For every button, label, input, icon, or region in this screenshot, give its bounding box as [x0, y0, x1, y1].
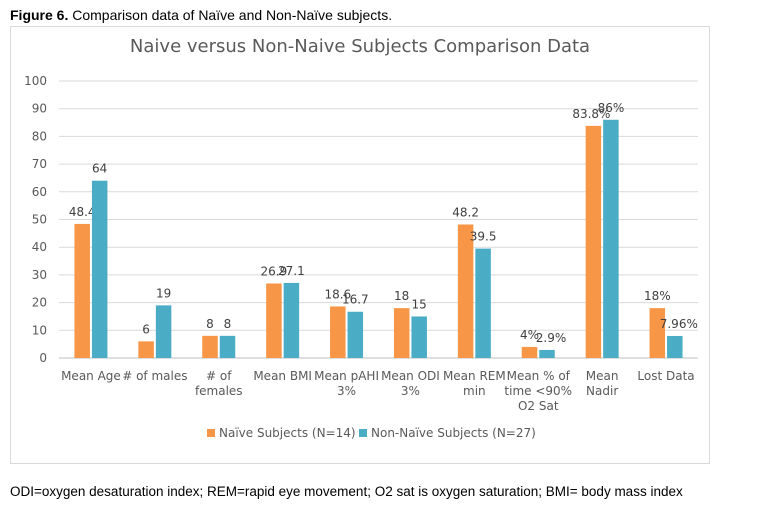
- bar-naive: [649, 308, 666, 358]
- bar-non-naive: [219, 335, 236, 358]
- legend-label: Naïve Subjects (N=14): [219, 426, 356, 440]
- y-tick-label: 90: [32, 102, 47, 116]
- y-tick-label: 80: [32, 129, 47, 143]
- bar-non-naive: [603, 119, 619, 358]
- data-label: 27.1: [278, 264, 305, 278]
- data-label: 18%: [644, 289, 671, 303]
- bar-non-naive: [411, 316, 427, 358]
- data-label: 16.7: [342, 293, 369, 307]
- bar-naive: [138, 341, 154, 358]
- y-tick-label: 40: [32, 240, 47, 254]
- y-tick-label: 60: [32, 185, 47, 199]
- data-label: 18: [394, 289, 409, 303]
- data-label: 18.6: [324, 287, 351, 301]
- bar-non-naive: [667, 335, 683, 358]
- y-tick-label: 10: [32, 323, 47, 337]
- figure-caption: Comparison data of Naïve and Non-Naïve s…: [68, 7, 393, 23]
- category-label: Mean % of: [507, 369, 571, 383]
- data-label: 7.96%: [660, 317, 698, 331]
- figure-footnote: ODI=oxygen desaturation index; REM=rapid…: [10, 484, 683, 499]
- category-label: females: [195, 384, 243, 398]
- category-label: min: [463, 384, 486, 398]
- data-label: 26.9: [261, 264, 288, 278]
- data-label: 6: [142, 322, 150, 336]
- bar-non-naive: [347, 311, 364, 358]
- figure-label: Figure 6.: [10, 7, 69, 23]
- bar-naive: [585, 125, 602, 359]
- category-label: # of males: [122, 369, 187, 383]
- y-tick-label: 100: [24, 74, 47, 88]
- y-tick-label: 0: [39, 351, 47, 365]
- bar-non-naive: [475, 248, 491, 358]
- data-label: 8: [224, 317, 232, 331]
- y-tick-label: 20: [32, 296, 47, 310]
- bar-non-naive: [283, 282, 300, 358]
- category-label: Mean Age: [61, 369, 121, 383]
- data-label: 48.4: [69, 205, 96, 219]
- bar-naive: [393, 308, 410, 358]
- chart-frame: Naive versus Non-Naive Subjects Comparis…: [10, 26, 710, 464]
- y-tick-label: 30: [32, 268, 47, 282]
- category-label: Mean ODI: [381, 369, 440, 383]
- category-label: Mean BMI: [253, 369, 312, 383]
- chart-title: Naive versus Non-Naive Subjects Comparis…: [130, 36, 590, 57]
- y-tick-label: 50: [32, 213, 47, 227]
- bar-naive: [457, 224, 474, 358]
- data-label: 19: [156, 286, 171, 300]
- data-label: 39.5: [470, 230, 497, 244]
- bar-non-naive: [155, 305, 172, 358]
- data-label: 15: [412, 297, 427, 311]
- bar-non-naive: [539, 349, 555, 358]
- legend-label: Non-Naïve Subjects (N=27): [371, 426, 536, 440]
- data-label: 4%: [520, 328, 539, 342]
- category-label: Mean: [586, 369, 619, 383]
- category-label: O2 Sat: [518, 399, 559, 413]
- category-label: Lost Data: [637, 369, 694, 383]
- data-label: 48.2: [452, 205, 479, 219]
- bar-chart: Naive versus Non-Naive Subjects Comparis…: [24, 36, 698, 440]
- category-label: 3%: [337, 384, 356, 398]
- bar-naive: [521, 346, 538, 358]
- data-label: 64: [92, 162, 107, 176]
- y-tick-label: 70: [32, 157, 47, 171]
- bar-non-naive: [91, 180, 108, 358]
- category-label: # of: [206, 369, 232, 383]
- category-label: 3%: [401, 384, 420, 398]
- data-label: 83.8%: [572, 107, 610, 121]
- legend-swatch-non-naive: [359, 429, 367, 437]
- figure-title: Figure 6. Comparison data of Naïve and N…: [10, 7, 392, 23]
- data-label: 8: [206, 317, 214, 331]
- bar-naive: [202, 335, 218, 358]
- bar-naive: [266, 283, 282, 358]
- data-label: 86%: [598, 101, 625, 115]
- bar-naive: [330, 306, 346, 358]
- category-label: Mean pAHI: [314, 369, 379, 383]
- data-label: 2.9%: [536, 331, 567, 345]
- legend-swatch-naive: [207, 429, 215, 437]
- bar-naive: [74, 223, 90, 358]
- category-label: time <90%: [504, 384, 572, 398]
- category-label: Mean REM: [443, 369, 506, 383]
- category-label: Nadir: [586, 384, 618, 398]
